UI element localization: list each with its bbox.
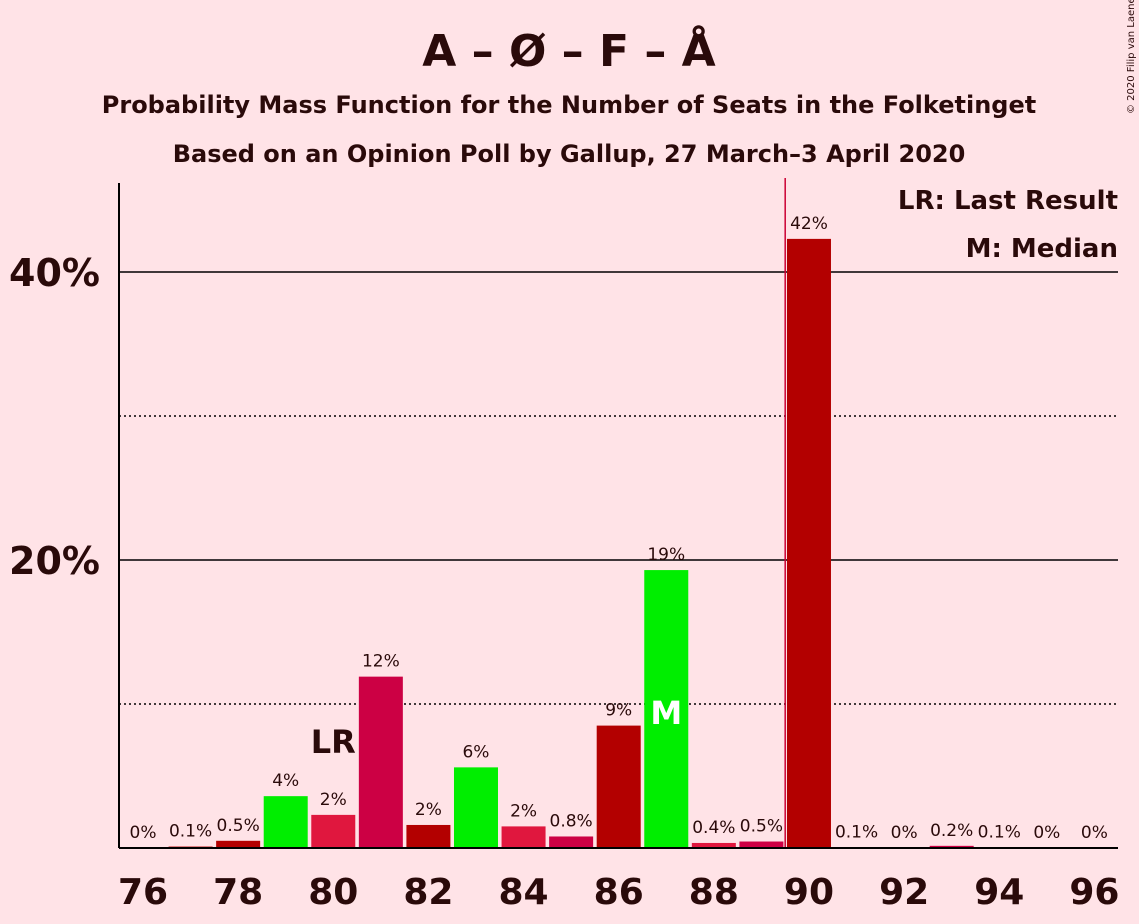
bar-89 <box>739 841 784 848</box>
bar-value-label: 0.8% <box>550 811 593 831</box>
bar-value-label: 4% <box>272 771 299 791</box>
chart-title: A – Ø – F – Å <box>422 24 715 77</box>
bar-value-label: 2% <box>415 800 442 820</box>
bar-value-label: 0.1% <box>169 822 212 842</box>
x-tick-label: 88 <box>689 872 739 913</box>
x-tick-label: 94 <box>974 872 1024 913</box>
bar-88 <box>691 842 736 848</box>
x-tick-label: 90 <box>784 872 834 913</box>
bar-79 <box>263 796 308 848</box>
copyright: © 2020 Filip van Laenen <box>1126 0 1137 114</box>
bar-93 <box>929 845 974 848</box>
bar-value-label: 0.5% <box>740 817 783 837</box>
x-tick-label: 78 <box>213 872 263 913</box>
bar-84 <box>501 826 546 848</box>
bar-value-label: 19% <box>647 545 685 565</box>
bar-value-label: 0.1% <box>835 822 878 842</box>
y-tick-label: 20% <box>9 539 100 583</box>
legend-median: M: Median <box>966 234 1118 264</box>
x-tick-label: 80 <box>308 872 358 913</box>
x-tick-label: 76 <box>118 872 168 913</box>
bar-value-label: 6% <box>462 742 489 762</box>
bar-78 <box>216 840 261 848</box>
bar-value-label: 0% <box>891 823 918 843</box>
bar-80 <box>311 814 356 848</box>
median-marker: M <box>650 694 682 732</box>
bar-value-label: 0% <box>1033 823 1060 843</box>
bar-90 <box>786 238 831 848</box>
bar-value-label: 2% <box>320 790 347 810</box>
x-tick-label: 86 <box>594 872 644 913</box>
x-tick-label: 82 <box>403 872 453 913</box>
bar-value-label: 9% <box>605 701 632 721</box>
bar-value-label: 0.5% <box>217 816 260 836</box>
x-tick-label: 96 <box>1069 872 1119 913</box>
last-result-marker: LR <box>311 723 356 761</box>
chart-subtitle-poll: Based on an Opinion Poll by Gallup, 27 M… <box>173 140 966 168</box>
bar-value-label: 0.1% <box>978 822 1021 842</box>
x-tick-label: 92 <box>879 872 929 913</box>
chart-subtitle: Probability Mass Function for the Number… <box>102 91 1036 119</box>
legend-last-result: LR: Last Result <box>898 186 1118 216</box>
bar-83 <box>453 767 498 848</box>
bar-value-label: 0% <box>130 823 157 843</box>
bar-value-label: 12% <box>362 652 400 672</box>
bar-value-label: 0.2% <box>930 821 973 841</box>
bar-value-label: 0.4% <box>692 818 735 838</box>
bar-value-label: 0% <box>1081 823 1108 843</box>
bar-81 <box>358 676 403 848</box>
axes: 76 78 80 82 84 86 88 90 92 94 96 <box>118 178 1119 913</box>
bar-87 <box>644 570 689 848</box>
y-tick-label: 40% <box>9 251 100 295</box>
bar-value-label: 2% <box>510 801 537 821</box>
bar-85 <box>549 836 594 848</box>
x-tick-label: 84 <box>499 872 549 913</box>
bar-value-label: 42% <box>790 214 828 234</box>
bar-86 <box>596 725 641 848</box>
grid-lines: 20% 40% <box>9 251 1118 705</box>
bar-82 <box>406 824 451 848</box>
